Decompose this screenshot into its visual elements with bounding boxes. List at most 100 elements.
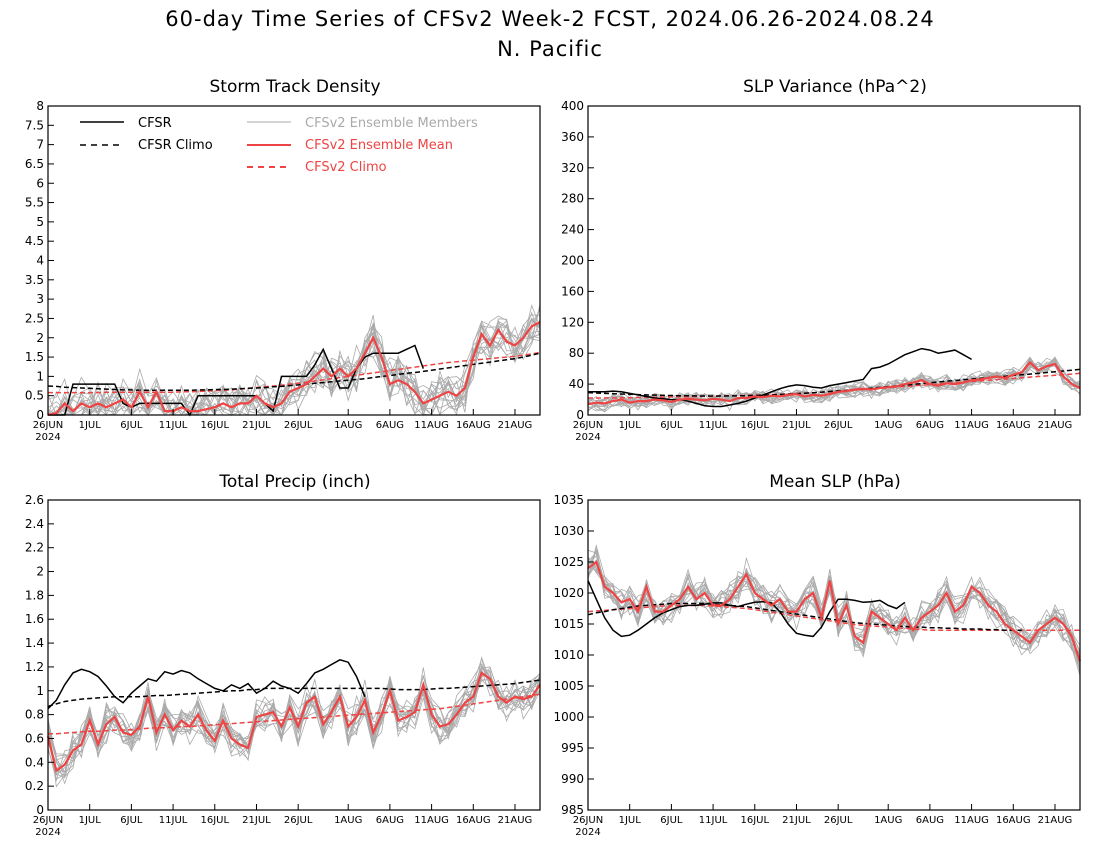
y-tick-label: 1.2 — [25, 660, 44, 674]
x-tick-label: 16AUG — [996, 815, 1031, 826]
y-tick-label: 1025 — [553, 555, 584, 569]
y-tick-label: 1 — [36, 684, 44, 698]
y-tick-label: 1030 — [553, 524, 584, 538]
y-tick-label: 7.5 — [25, 118, 44, 132]
x-tick-label: 6JUL — [120, 815, 143, 826]
x-tick-label: 6JUL — [120, 420, 143, 431]
x-tick-label: 11JUL — [159, 815, 188, 826]
y-tick-label: 200 — [561, 254, 584, 268]
plot-frame — [47, 499, 541, 811]
x-tick-label: 21AUG — [498, 815, 533, 826]
x-tick-label: 6AUG — [376, 815, 404, 826]
y-tick-label: 4.5 — [25, 234, 44, 248]
x-tick-label: 21JUL — [782, 815, 811, 826]
x-tick-label: 16AUG — [996, 420, 1031, 431]
x-tick-label: 16JUL — [200, 815, 229, 826]
ensemble-mean-line — [587, 560, 1082, 662]
x-tick-label: 11AUG — [414, 420, 449, 431]
x-tick-label: 1AUG — [874, 420, 902, 431]
x-tick-label: 21AUG — [1038, 815, 1073, 826]
legend-mean: CFSv2 Ensemble Mean — [305, 138, 453, 153]
y-tick-label: 0 — [576, 408, 584, 422]
y-tick-label: 8 — [36, 99, 44, 113]
ensemble-member-line — [47, 320, 541, 417]
plot-frame — [587, 105, 1081, 416]
x-year-label: 2024 — [575, 827, 600, 838]
y-tick-label: 985 — [561, 803, 584, 817]
x-year-label: 2024 — [35, 432, 60, 443]
x-tick-label: 21AUG — [498, 420, 533, 431]
panel-slp-variance: SLP Variance (hPa^2) 0 40 80 120 160 200 240 28… — [561, 77, 1081, 443]
x-tick-label: 6JUL — [660, 420, 683, 431]
y-tick-label: 0 — [36, 803, 44, 817]
y-tick-label: 0.8 — [25, 708, 44, 722]
ensemble-member-line — [47, 672, 541, 780]
x-tick-label: 11JUL — [159, 420, 188, 431]
x-tick-label: 26JUN — [33, 420, 63, 431]
cfsr-line — [587, 580, 906, 638]
x-tick-label: 26JUN — [573, 420, 603, 431]
plot-frame — [587, 499, 1081, 811]
y-tick-label: 0.6 — [25, 731, 44, 745]
cfsr-line — [588, 347, 972, 408]
x-tick-label: 26JUL — [824, 420, 853, 431]
cfsr-climo-line — [47, 679, 541, 708]
y-tick-label: 40 — [569, 377, 584, 391]
y-tick-label: 1.8 — [25, 588, 44, 602]
ensemble-member-line — [47, 320, 541, 417]
cfsr-climo-line — [47, 352, 541, 392]
x-tick-label: 16JUL — [200, 420, 229, 431]
ensemble-mean-line — [587, 360, 1081, 406]
y-tick-label: 0.4 — [25, 755, 44, 769]
y-tick-label: 80 — [569, 346, 584, 360]
y-tick-label: 0.2 — [25, 779, 44, 793]
x-tick-label: 21JUL — [782, 420, 811, 431]
x-tick-label: 1JUL — [79, 815, 102, 826]
x-tick-label: 1AUG — [334, 420, 362, 431]
legend-cfsv2-climo: CFSv2 Climo — [305, 160, 387, 175]
y-tick-label: 3 — [36, 292, 44, 306]
x-tick-label: 26JUL — [284, 815, 313, 826]
y-tick-label: 2 — [36, 565, 44, 579]
x-tick-label: 11JUL — [699, 420, 728, 431]
x-tick-label: 26JUN — [33, 815, 63, 826]
x-tick-label: 16JUL — [740, 420, 769, 431]
legend: CFSR CFSR Climo CFSv2 Ensemble Members C… — [80, 116, 478, 175]
y-tick-label: 2.6 — [25, 493, 44, 507]
y-tick-label: 1035 — [553, 493, 584, 507]
legend-cfsr: CFSR — [138, 116, 172, 131]
x-tick-label: 26JUL — [824, 815, 853, 826]
cfsr-climo-line — [587, 602, 1022, 631]
x-tick-label: 11AUG — [954, 815, 989, 826]
x-tick-label: 1JUL — [619, 815, 642, 826]
y-tick-label: 7 — [36, 138, 44, 152]
y-tick-label: 320 — [561, 161, 584, 175]
y-tick-label: 995 — [561, 741, 584, 755]
cfsv2-climo-line — [588, 372, 1081, 399]
x-tick-label: 11AUG — [414, 815, 449, 826]
y-tick-label: 6.5 — [25, 157, 44, 171]
legend-members: CFSv2 Ensemble Members — [305, 116, 478, 131]
y-tick-label: 280 — [561, 192, 584, 206]
x-tick-label: 11JUL — [699, 815, 728, 826]
x-year-label: 2024 — [35, 827, 60, 838]
y-tick-label: 1.5 — [25, 350, 44, 364]
y-tick-label: 1.4 — [25, 636, 44, 650]
x-tick-label: 21JUL — [242, 815, 271, 826]
y-tick-label: 1005 — [553, 679, 584, 693]
x-tick-label: 26JUL — [284, 420, 313, 431]
y-tick-label: 990 — [561, 772, 584, 786]
y-tick-label: 360 — [561, 130, 584, 144]
x-tick-label: 1JUL — [619, 420, 642, 431]
x-tick-label: 1AUG — [874, 815, 902, 826]
y-tick-label: 240 — [561, 223, 584, 237]
plot-frame — [47, 105, 541, 416]
y-tick-label: 3.5 — [25, 273, 44, 287]
y-tick-label: 5.5 — [25, 196, 44, 210]
y-tick-label: 120 — [561, 315, 584, 329]
panel-title: Total Precip (inch) — [218, 472, 370, 492]
y-tick-label: 1015 — [553, 617, 584, 631]
x-tick-label: 21JUL — [242, 420, 271, 431]
cfsr-line — [47, 658, 366, 710]
